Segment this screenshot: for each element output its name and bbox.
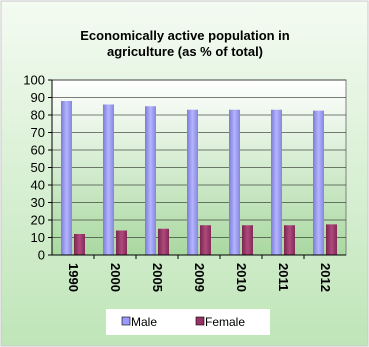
x-tick-label: 2012 — [318, 263, 333, 292]
y-tick-label: 80 — [31, 108, 45, 123]
y-tick-label: 0 — [38, 248, 45, 263]
bar-male — [271, 109, 282, 255]
bars — [61, 101, 337, 255]
x-tick-label: 1990 — [66, 263, 81, 292]
gridlines — [52, 79, 346, 238]
legend-box — [106, 309, 270, 335]
y-tick-label: 40 — [31, 178, 45, 193]
legend: Male Female — [106, 309, 270, 335]
legend-swatch-male — [121, 316, 131, 326]
x-tick-label: 2011 — [276, 263, 291, 291]
y-tick-label: 60 — [31, 143, 45, 158]
bar-female — [284, 225, 295, 255]
bar-male — [145, 106, 156, 255]
y-tick-label: 100 — [23, 73, 45, 88]
bar-male — [61, 101, 72, 255]
bar-female — [200, 225, 211, 255]
y-tick-label: 70 — [31, 125, 45, 140]
legend-label-female: Female — [205, 315, 245, 329]
y-tick-label: 90 — [31, 90, 45, 105]
x-tick-label: 2010 — [234, 263, 249, 292]
x-tick-label: 2005 — [150, 263, 165, 292]
x-axis-ticks: 1990 2000 2005 2009 2010 2011 2012 — [66, 255, 333, 292]
bar-female — [158, 228, 169, 255]
x-tick-label: 2000 — [108, 263, 123, 292]
x-tick-label: 2009 — [192, 263, 207, 292]
y-tick-label: 30 — [31, 195, 45, 210]
y-tick-label: 20 — [31, 213, 45, 228]
bar-male — [229, 109, 240, 255]
bar-female — [242, 225, 253, 255]
y-tick-label: 50 — [31, 160, 45, 175]
y-tick-label: 10 — [31, 230, 45, 245]
bar-male — [103, 104, 114, 255]
bar-male — [313, 110, 324, 255]
legend-label-male: Male — [131, 315, 157, 329]
bar-female — [116, 230, 127, 255]
chart-title-line-1: Economically active population in — [80, 28, 290, 43]
bar-female — [74, 234, 85, 255]
y-axis-ticks: 0 10 20 30 40 50 60 70 80 90 100 — [23, 73, 52, 263]
legend-swatch-female — [195, 316, 205, 326]
chart-title-line-2: agriculture (as % of total) — [107, 44, 263, 59]
bar-male — [187, 109, 198, 255]
bar-female — [326, 224, 337, 255]
